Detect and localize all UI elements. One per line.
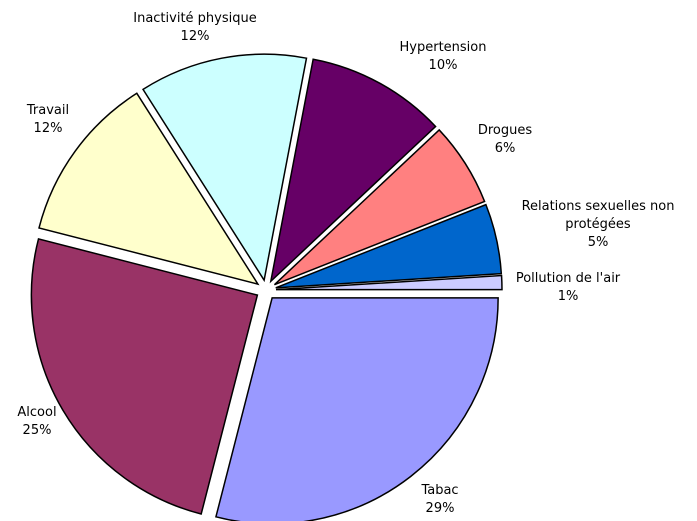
category-label: Alcool <box>17 405 57 420</box>
slice-label: Hypertension 10% <box>343 39 543 75</box>
pie-slice <box>38 92 260 286</box>
value-label: 12% <box>180 29 210 44</box>
pie-slice <box>141 53 308 283</box>
category-label: Drogues <box>477 123 533 138</box>
category-label: Pollution de l'air <box>515 271 621 286</box>
pie-slice <box>273 128 486 286</box>
category-label: Inactivité physique <box>133 11 257 26</box>
value-label: 1% <box>557 289 579 304</box>
value-label: 25% <box>22 423 52 438</box>
category-label: Relations sexuelles non protégées <box>521 199 675 232</box>
value-label: 29% <box>425 501 455 516</box>
slice-label: Drogues 6% <box>405 122 605 158</box>
slice-label: Inactivité physique 12% <box>95 10 295 46</box>
slice-label: Alcool 25% <box>0 404 137 440</box>
pie-slice <box>269 58 437 284</box>
pie-slice <box>30 237 259 515</box>
slice-label: Tabac 29% <box>340 482 540 518</box>
value-label: 12% <box>33 121 63 136</box>
category-label: Tabac <box>421 483 459 498</box>
pie-slice <box>215 297 499 521</box>
category-label: Travail <box>26 103 70 118</box>
value-label: 10% <box>428 58 458 73</box>
category-label: Hypertension <box>399 40 487 55</box>
slice-label: Pollution de l'air 1% <box>468 270 668 306</box>
pie-slice <box>275 203 503 289</box>
value-label: 5% <box>587 235 609 250</box>
slice-label: Travail 12% <box>0 102 148 138</box>
slice-label: Relations sexuelles non protégées 5% <box>503 198 693 252</box>
pie-slice <box>275 274 503 291</box>
value-label: 6% <box>494 141 516 156</box>
